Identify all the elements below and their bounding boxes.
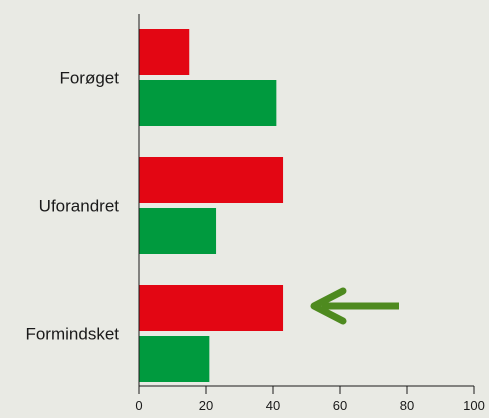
- category-labels-group: Forøget Uforandret Formindsket: [25, 69, 119, 344]
- x-tick-label-80: 80: [400, 398, 414, 413]
- arrow-annotation: [310, 287, 399, 325]
- category-label-1: Forøget: [59, 69, 119, 88]
- bar-uforandret-series-1: [139, 157, 284, 203]
- x-ticks-group: 0 20 40 60 80 100: [135, 386, 485, 413]
- bars-group: [139, 29, 284, 382]
- arrow-head: [310, 287, 347, 325]
- bar-uforandret-series-2: [139, 208, 217, 254]
- category-label-2: Uforandret: [39, 197, 120, 216]
- x-tick-label-100: 100: [463, 398, 485, 413]
- x-tick-label-20: 20: [199, 398, 213, 413]
- bar-formindsket-series-1: [139, 285, 284, 331]
- x-tick-label-40: 40: [266, 398, 280, 413]
- x-tick-label-60: 60: [333, 398, 347, 413]
- bar-formindsket-series-2: [139, 336, 210, 382]
- category-label-3: Formindsket: [25, 325, 119, 344]
- x-tick-label-0: 0: [135, 398, 142, 413]
- bar-forøget-series-1: [139, 29, 190, 75]
- bar-forøget-series-2: [139, 80, 277, 126]
